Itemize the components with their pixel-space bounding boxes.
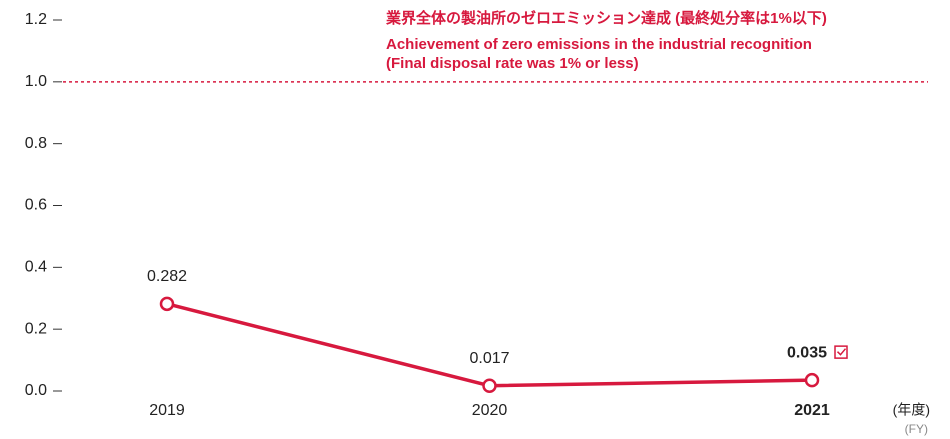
annotation: (Final disposal rate was 1% or less) — [386, 55, 639, 72]
y-tick-label: 1.2 — [25, 11, 47, 28]
x-tick-label: 2019 — [149, 402, 185, 419]
annotation: 業界全体の製油所のゼロエミッション達成 (最終処分率は1%以下) — [385, 9, 827, 27]
y-tick-label: 0.6 — [25, 197, 47, 214]
y-tick-label: 0.4 — [25, 259, 47, 276]
line — [166, 302, 813, 388]
x-tick-label: 2021 — [794, 402, 830, 419]
y-tick-label: 0.8 — [25, 135, 47, 152]
x-tick-label: 2020 — [472, 402, 508, 419]
y-tick-label: 1.0 — [25, 73, 47, 90]
point — [804, 372, 820, 388]
annotation: Achievement of zero emissions in the ind… — [386, 36, 812, 53]
point — [482, 378, 497, 393]
y-tick-label: 0.0 — [25, 382, 47, 399]
check-icon — [834, 345, 848, 359]
x-axis-label: (FY) — [905, 422, 928, 436]
data-label: 0.017 — [469, 350, 509, 367]
y-tick-label: 0.2 — [25, 320, 47, 337]
data-label: 0.282 — [147, 268, 187, 285]
data-label: 0.035 — [787, 344, 827, 361]
point — [159, 296, 175, 312]
x-axis-label: (年度) — [893, 402, 930, 418]
